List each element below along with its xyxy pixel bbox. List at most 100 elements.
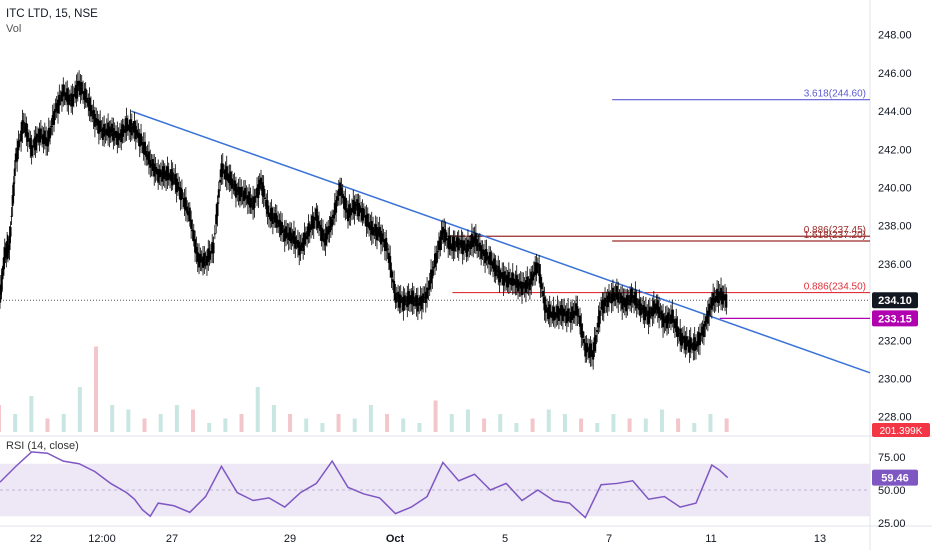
- candle-body: [418, 302, 421, 305]
- candle-body: [93, 113, 96, 127]
- candle-body: [314, 217, 317, 220]
- candle-body: [200, 258, 203, 261]
- candle-body: [712, 292, 715, 306]
- price-axis-tick-label: 242.00: [878, 144, 912, 156]
- candle-body: [327, 229, 330, 235]
- candle-body: [153, 163, 156, 177]
- candle-body: [191, 229, 194, 232]
- candle-body: [687, 340, 690, 347]
- candle-body: [716, 288, 719, 302]
- candle-body: [420, 295, 423, 310]
- candle-body: [393, 280, 396, 293]
- candle-body: [138, 133, 141, 147]
- volume-bar: [336, 414, 341, 432]
- candle-body: [427, 288, 430, 290]
- rsi-line[interactable]: [0, 451, 729, 519]
- candle-body: [473, 236, 476, 243]
- candle-body: [6, 245, 9, 253]
- volume-bar: [530, 418, 535, 432]
- candle-body: [31, 145, 34, 148]
- candle-body: [581, 330, 584, 338]
- candle-body: [619, 292, 622, 304]
- candle-body: [11, 195, 14, 206]
- candle-body: [378, 227, 381, 238]
- candle-body: [490, 260, 493, 266]
- candle-body: [488, 255, 491, 265]
- candle-body: [406, 296, 409, 307]
- candle-body: [12, 182, 15, 197]
- candle-body: [451, 243, 454, 251]
- candle-body: [215, 214, 218, 225]
- candle-body: [50, 125, 53, 127]
- candle-body: [391, 279, 394, 283]
- candle-body: [494, 264, 497, 277]
- candle-body: [118, 133, 121, 138]
- candle-body: [681, 336, 684, 341]
- rsi-value-tag[interactable]: [872, 469, 918, 486]
- rsi-legend[interactable]: RSI (14, close): [6, 440, 79, 452]
- last-price-tag[interactable]: [872, 292, 918, 309]
- candle-body: [262, 185, 265, 197]
- level-price-tag[interactable]: [872, 310, 918, 327]
- candle-body: [492, 262, 494, 269]
- candle-body: [254, 195, 257, 198]
- candle-body: [405, 300, 407, 302]
- candle-body: [658, 306, 661, 319]
- candle-body: [39, 128, 42, 140]
- candle-body: [184, 197, 187, 211]
- candle-body: [679, 328, 682, 342]
- candle-body: [582, 338, 585, 344]
- price-axis-tick-label: 244.00: [878, 106, 912, 118]
- candle-body: [151, 159, 154, 172]
- candle-body: [407, 291, 410, 305]
- candle-body: [167, 172, 170, 181]
- candle-body: [278, 219, 281, 228]
- candle-body: [387, 252, 390, 264]
- candle-body: [673, 321, 676, 329]
- candle-body: [198, 253, 201, 268]
- candle-body: [439, 236, 442, 251]
- candle-body: [158, 169, 161, 178]
- candle-body: [523, 282, 526, 288]
- volume-bar: [611, 414, 616, 432]
- candle-body: [285, 226, 288, 239]
- volume-tag[interactable]: [872, 423, 930, 437]
- candle-body: [443, 228, 446, 243]
- candle-body: [166, 166, 169, 180]
- candle-body: [638, 299, 641, 310]
- time-axis-label: Oct: [386, 533, 405, 545]
- price-axis-tick-label: 230.00: [878, 374, 912, 386]
- candle-body: [328, 225, 331, 233]
- candle-body: [440, 231, 443, 240]
- candle-body: [605, 300, 608, 303]
- candle-body: [424, 291, 427, 304]
- volume-bar: [191, 409, 196, 432]
- candle-body: [519, 281, 522, 289]
- candle-body: [528, 278, 531, 291]
- candle-body: [362, 208, 365, 218]
- candle-body: [693, 337, 696, 351]
- trendline[interactable]: [131, 110, 871, 374]
- candle-body: [604, 297, 607, 307]
- candle-body: [671, 309, 674, 323]
- price-axis-tick-label: 246.00: [878, 68, 912, 80]
- candle-body: [474, 233, 477, 247]
- volume-bar: [271, 405, 276, 432]
- symbol-legend[interactable]: ITC LTD, 15, NSE: [6, 8, 98, 20]
- candle-body: [97, 120, 100, 134]
- volume-bar: [579, 418, 584, 432]
- candle-body: [21, 120, 24, 134]
- candle-body: [486, 256, 489, 259]
- candle-body: [436, 251, 439, 253]
- price-axis-tick-label: 232.00: [878, 335, 912, 347]
- volume-legend[interactable]: Vol: [6, 23, 22, 35]
- candle-body: [552, 306, 555, 321]
- candle-body: [683, 335, 686, 344]
- candle-body: [294, 236, 297, 249]
- candle-body: [157, 169, 160, 183]
- candle-body: [395, 297, 398, 299]
- candle-body: [141, 141, 144, 145]
- candle-body: [89, 104, 92, 117]
